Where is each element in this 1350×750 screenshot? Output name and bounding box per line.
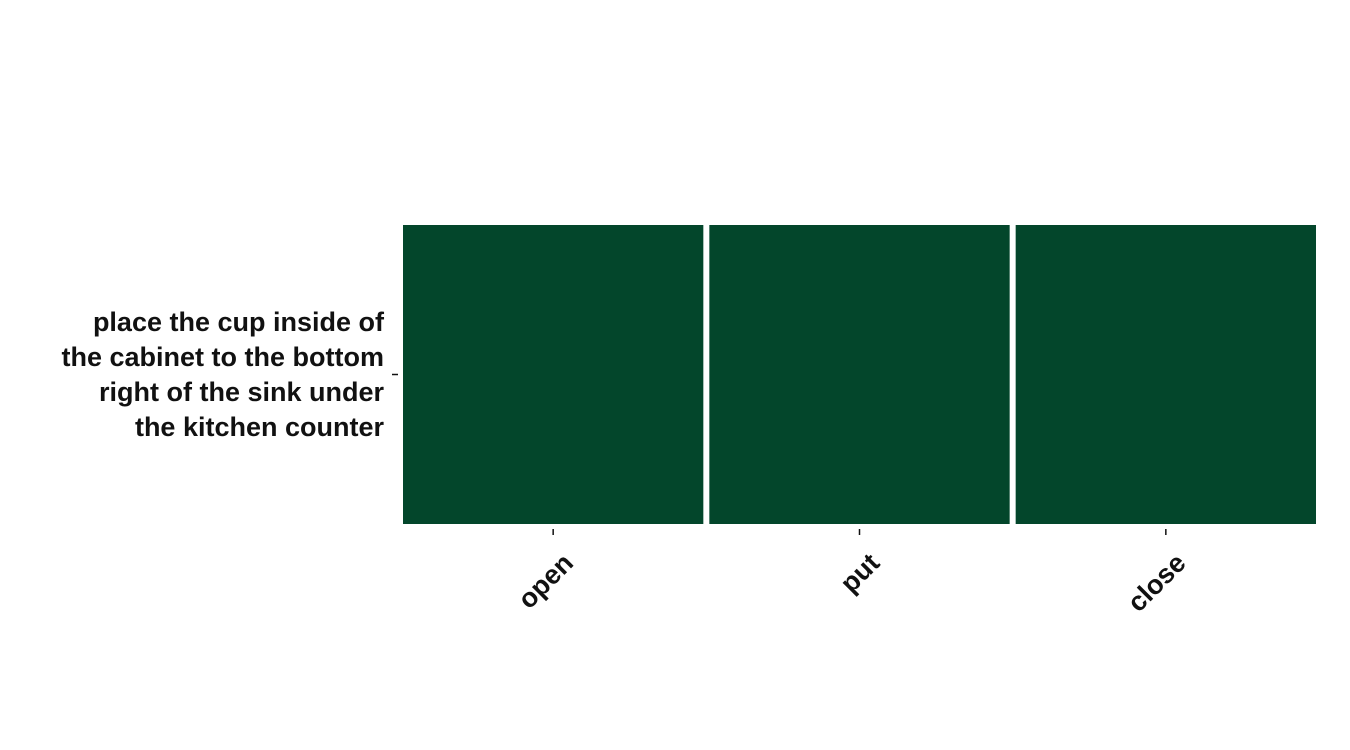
y-tick-label-line: right of the sink under bbox=[99, 377, 384, 407]
heatmap-cell-put bbox=[709, 225, 1010, 524]
x-tick-label-put: put bbox=[834, 548, 885, 599]
x-tick-label-close: close bbox=[1122, 548, 1192, 618]
heatmap-cell-open bbox=[403, 225, 704, 524]
y-tick-label: place the cup inside of the cabinet to th… bbox=[62, 307, 385, 442]
heatmap-cells bbox=[403, 225, 1316, 524]
y-tick-label-line: the kitchen counter bbox=[135, 412, 385, 442]
y-tick-label-line: the cabinet to the bottom bbox=[62, 342, 384, 372]
x-axis: open put close bbox=[512, 529, 1192, 618]
heatmap-cell-close bbox=[1015, 225, 1316, 524]
x-tick-label-open: open bbox=[512, 548, 579, 615]
y-tick-label-line: place the cup inside of bbox=[93, 307, 385, 337]
y-axis: place the cup inside of the cabinet to th… bbox=[62, 307, 398, 442]
